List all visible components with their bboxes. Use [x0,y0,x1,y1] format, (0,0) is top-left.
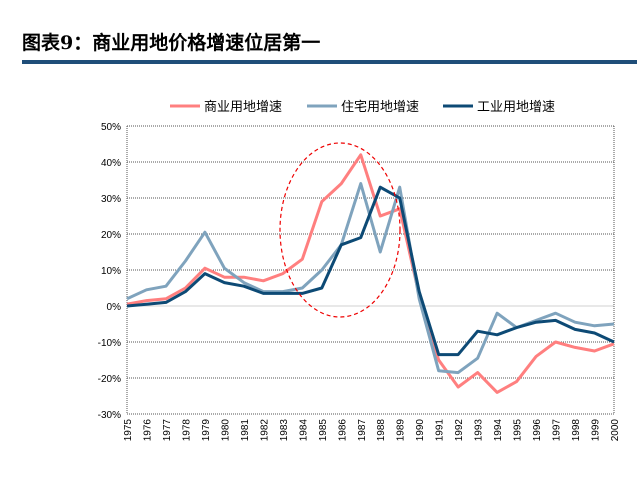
x-tick-label: 1992 [454,419,465,442]
x-tick-label: 1979 [201,419,212,442]
y-tick-label: 10% [101,266,121,277]
y-tick-label: -20% [98,374,121,385]
x-tick-label: 1985 [318,419,329,442]
series-line-3 [126,185,615,357]
x-tick-label: 1977 [162,419,173,442]
legend-label: 商业用地增速 [204,99,282,114]
y-tick-label: 0% [107,302,122,313]
legend-label: 住宅用地增速 [341,99,419,114]
title-rule [22,60,637,64]
x-tick-label: 1976 [142,419,153,442]
y-tick-label: 20% [101,230,121,241]
y-tick-label: -30% [98,410,121,421]
x-tick-label: 1991 [435,419,446,442]
x-tick-label: 1993 [474,419,485,442]
x-tick-label: 1980 [220,419,231,442]
y-tick-label: -10% [98,338,121,349]
x-tick-label: 1998 [571,419,582,442]
x-tick-label: 1994 [493,419,504,442]
highlight-ellipse [279,142,401,318]
x-tick-label: 1990 [415,419,426,442]
y-tick-label: 50% [101,122,121,133]
series-line-1 [126,153,615,394]
x-tick-label: 1999 [591,419,602,442]
y-tick-label: 40% [101,158,121,169]
x-tick-label: 1986 [337,419,348,442]
x-tick-label: 1975 [123,419,134,442]
x-tick-label: 1995 [513,419,524,442]
x-tick-label: 1989 [396,419,407,442]
x-tick-label: 1982 [259,419,270,442]
x-tick-label: 1996 [532,419,543,442]
legend-label: 工业用地增速 [477,99,555,114]
x-tick-label: 1984 [298,419,309,442]
x-tick-label: 1997 [552,419,563,442]
x-tick-label: 1988 [376,419,387,442]
x-tick-label: 1978 [181,419,192,442]
x-tick-label: 1983 [279,419,290,442]
page-title: 图表9：商业用地价格增速位居第一 [22,32,321,54]
x-tick-label: 1981 [240,419,251,442]
x-tick-label: 2000 [610,419,621,442]
x-tick-label: 1987 [357,419,368,442]
y-tick-label: 30% [101,194,121,205]
